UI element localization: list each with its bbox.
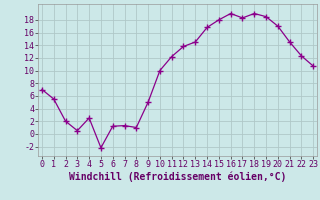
X-axis label: Windchill (Refroidissement éolien,°C): Windchill (Refroidissement éolien,°C) — [69, 172, 286, 182]
